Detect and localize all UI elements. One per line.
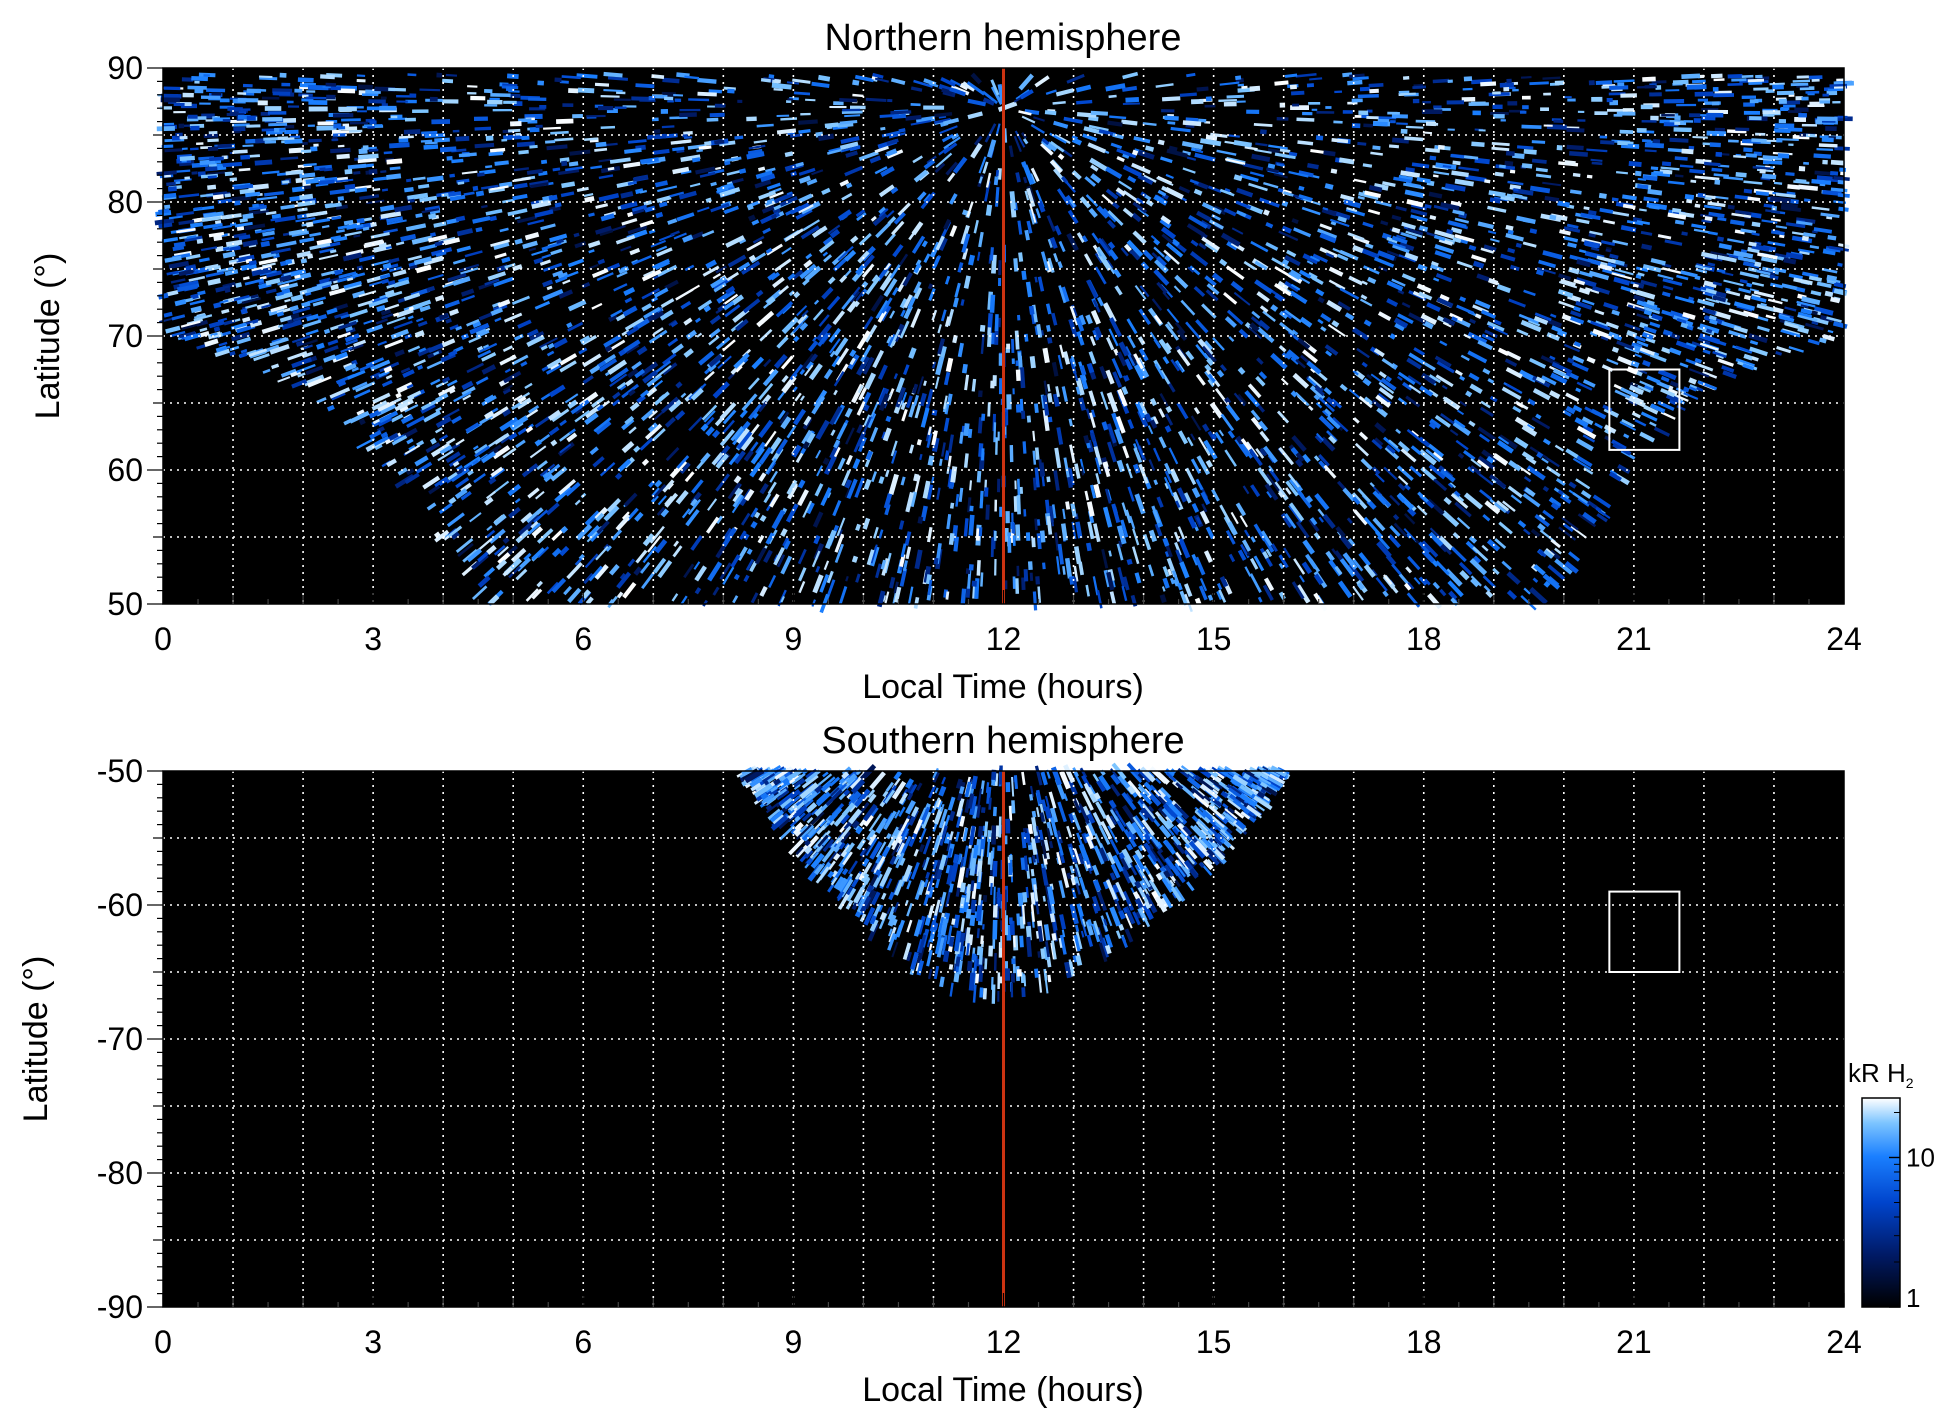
colorbar-gradient — [1861, 1097, 1901, 1308]
x-tick-label: 9 — [784, 621, 802, 657]
panel-north: 0 3 6 9 12 15 18 21 24 50 60 70 80 90 Northern hemisp… — [29, 17, 1862, 706]
highlight-box-south — [1608, 890, 1681, 973]
panel-south: 0 3 6 9 12 15 18 21 24 -90 -80 -70 -60 -50 Southern h… — [17, 720, 1862, 1409]
x-tick-label: 15 — [1196, 621, 1232, 657]
x-tick-label: 3 — [364, 1324, 382, 1360]
x-tick-label: 3 — [364, 621, 382, 657]
y-axis-label-north: Latitude (°) — [29, 253, 67, 420]
x-axis-label-south: Local Time (hours) — [862, 1371, 1144, 1409]
colorbar-label-subscript: 2 — [1906, 1075, 1914, 1091]
x-tick-label: 21 — [1616, 621, 1652, 657]
y-tick-label: 50 — [107, 586, 143, 622]
x-tick-label: 18 — [1406, 621, 1442, 657]
colorbar-ticks: 1 10 — [1889, 1111, 1935, 1313]
colorbar-label-prefix: kR H — [1848, 1058, 1906, 1088]
x-tick-label: 24 — [1826, 1324, 1862, 1360]
x-tick-label: 21 — [1616, 1324, 1652, 1360]
colorbar: 1 10 kR H2 — [1848, 1058, 1935, 1313]
y-axis-label-south: Latitude (°) — [17, 956, 55, 1123]
y-tick-label: 60 — [107, 452, 143, 488]
x-tick-label: 15 — [1196, 1324, 1232, 1360]
ticks-south: 0 3 6 9 12 15 18 21 24 -90 -80 -70 -60 -50 — [97, 753, 1862, 1360]
y-tick-label: -80 — [97, 1155, 143, 1191]
x-tick-label: 12 — [986, 621, 1022, 657]
emission-streaks-north — [154, 71, 1854, 614]
x-tick-label: 12 — [986, 1324, 1022, 1360]
x-tick-label: 6 — [574, 621, 592, 657]
highlight-box-north — [1608, 368, 1681, 451]
emission-streaks-south — [736, 762, 1291, 1004]
y-tick-label: 80 — [107, 184, 143, 220]
y-tick-label: 70 — [107, 318, 143, 354]
ticks-north: 0 3 6 9 12 15 18 21 24 50 60 70 80 90 — [107, 50, 1861, 657]
x-tick-label: 18 — [1406, 1324, 1442, 1360]
colorbar-tick-label: 10 — [1906, 1142, 1935, 1172]
auroral-emission-south — [736, 762, 1291, 1004]
colorbar-label: kR H2 — [1848, 1058, 1914, 1091]
chart-title-south: Southern hemisphere — [821, 720, 1184, 762]
y-tick-label: -90 — [97, 1289, 143, 1325]
y-tick-label: -60 — [97, 887, 143, 923]
y-tick-label: 90 — [107, 50, 143, 86]
auroral-emission-north — [154, 71, 1854, 614]
colorbar-tick-label: 1 — [1906, 1283, 1920, 1313]
x-tick-label: 0 — [154, 621, 172, 657]
x-tick-label: 24 — [1826, 621, 1862, 657]
x-axis-label-north: Local Time (hours) — [862, 668, 1144, 706]
x-tick-label: 6 — [574, 1324, 592, 1360]
y-tick-label: -50 — [97, 753, 143, 789]
x-tick-label: 0 — [154, 1324, 172, 1360]
chart-title-north: Northern hemisphere — [825, 17, 1182, 59]
x-tick-label: 9 — [784, 1324, 802, 1360]
y-tick-label: -70 — [97, 1021, 143, 1057]
